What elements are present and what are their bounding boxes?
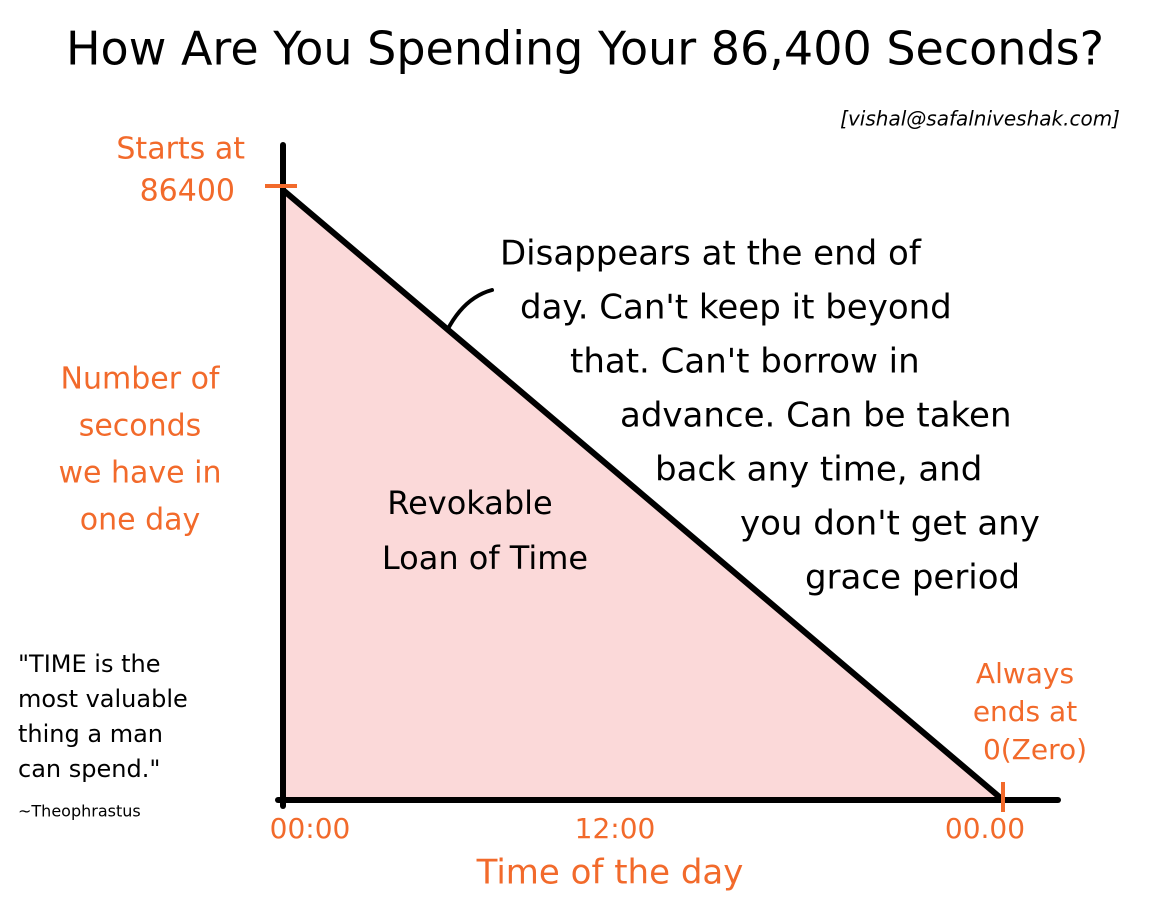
- y-axis-label: Number of: [61, 362, 221, 397]
- x-tick-label: 00:00: [270, 812, 351, 845]
- note: day. Can't keep it beyond: [520, 288, 952, 328]
- area-label: Loan of Time: [382, 539, 588, 577]
- note: Disappears at the end of: [500, 234, 922, 274]
- x-tick-label: 12:00: [575, 812, 656, 845]
- note: you don't get any: [740, 504, 1040, 544]
- note: back any time, and: [655, 450, 982, 490]
- quote: can spend.": [18, 755, 160, 783]
- note: grace period: [805, 558, 1020, 598]
- end-note: 0(Zero): [983, 733, 1087, 766]
- attribution: ~Theophrastus: [18, 802, 141, 821]
- start-note: 86400: [140, 174, 235, 209]
- y-axis-label: one day: [80, 503, 201, 538]
- end-note: Always: [976, 657, 1074, 690]
- y-axis-label: we have in: [58, 456, 221, 491]
- source: [vishal@safalniveshak.com]: [840, 107, 1120, 131]
- x-tick-label: 00.00: [945, 812, 1025, 845]
- chart-title: How Are You Spending Your 86,400 Seconds…: [66, 22, 1104, 76]
- line: [280, 187, 1006, 803]
- end-note: ends at: [973, 695, 1077, 728]
- quote: "TIME is the: [18, 650, 160, 678]
- area-label: Revokable: [387, 484, 552, 522]
- quote: thing a man: [18, 720, 163, 748]
- y-axis-label: seconds: [79, 409, 202, 444]
- quote: most valuable: [18, 685, 188, 713]
- note: that. Can't borrow in: [570, 342, 920, 382]
- start-note: Starts at: [116, 132, 245, 167]
- x-axis-label: Time of the day: [476, 853, 744, 893]
- note: advance. Can be taken: [620, 396, 1012, 436]
